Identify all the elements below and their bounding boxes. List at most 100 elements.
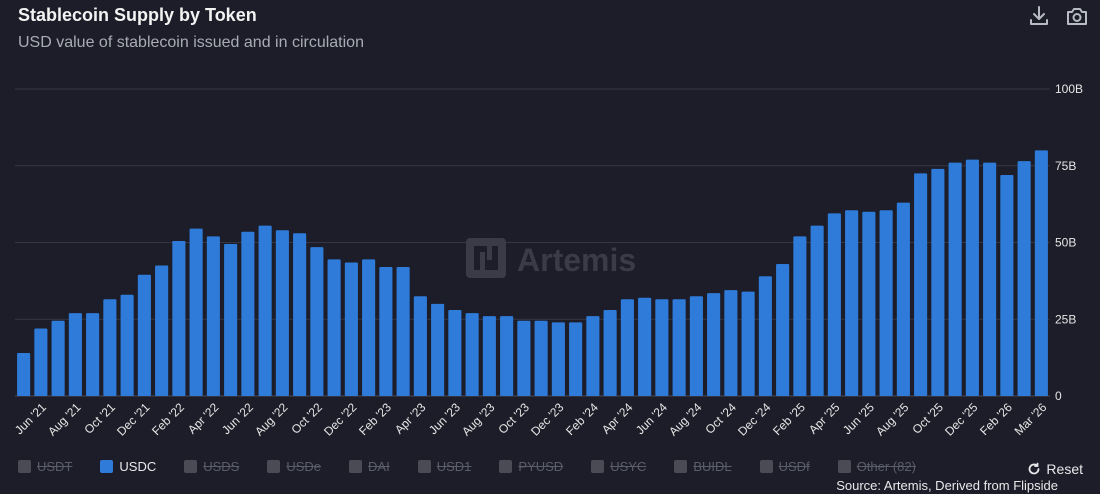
- bar[interactable]: [344, 262, 358, 396]
- legend-item-usyc[interactable]: USYC: [591, 459, 646, 474]
- x-tick-label: Feb '22: [149, 400, 187, 438]
- bar[interactable]: [327, 259, 341, 396]
- bar[interactable]: [793, 236, 807, 396]
- bar[interactable]: [638, 297, 652, 396]
- bar[interactable]: [776, 263, 790, 396]
- camera-icon[interactable]: [1065, 4, 1089, 28]
- x-tick-label: Feb '24: [563, 400, 601, 438]
- legend-item-buidl[interactable]: BUIDL: [674, 459, 732, 474]
- bar[interactable]: [241, 231, 255, 396]
- bar[interactable]: [137, 274, 151, 396]
- bar[interactable]: [983, 162, 997, 396]
- x-tick-label: Feb '26: [977, 400, 1015, 438]
- bar[interactable]: [103, 299, 117, 396]
- bar[interactable]: [845, 210, 859, 396]
- bar[interactable]: [258, 225, 272, 396]
- bar[interactable]: [224, 244, 238, 396]
- bar[interactable]: [500, 316, 514, 396]
- legend-swatch: [417, 460, 431, 473]
- bar[interactable]: [482, 316, 496, 396]
- bar[interactable]: [689, 296, 703, 396]
- bar[interactable]: [362, 259, 376, 396]
- reset-button[interactable]: Reset: [1027, 461, 1083, 477]
- bar[interactable]: [17, 353, 31, 396]
- bar[interactable]: [275, 230, 289, 396]
- x-tick-label: Feb '25: [770, 400, 808, 438]
- bar[interactable]: [465, 313, 479, 396]
- bar[interactable]: [672, 299, 686, 396]
- bar[interactable]: [379, 267, 393, 396]
- y-tick-label: 0: [1055, 389, 1062, 403]
- legend-swatch: [674, 460, 688, 473]
- bar[interactable]: [948, 162, 962, 396]
- bar[interactable]: [293, 233, 307, 396]
- bar[interactable]: [655, 299, 669, 396]
- bar[interactable]: [758, 276, 772, 396]
- bar[interactable]: [879, 210, 893, 396]
- watermark-text: Artemis: [517, 242, 636, 278]
- bar[interactable]: [172, 240, 186, 396]
- x-tick-label: Aug '23: [459, 400, 498, 439]
- bar[interactable]: [551, 322, 565, 396]
- legend-item-usd1[interactable]: USD1: [417, 459, 472, 474]
- x-tick-label: Jun '24: [633, 400, 670, 437]
- bar[interactable]: [189, 228, 203, 396]
- bar[interactable]: [896, 202, 910, 396]
- legend-item-usdc[interactable]: USDC: [100, 459, 156, 474]
- bar[interactable]: [724, 290, 738, 396]
- bar[interactable]: [586, 316, 600, 396]
- legend-swatch: [591, 460, 605, 473]
- legend-swatch: [759, 460, 773, 473]
- bar[interactable]: [517, 320, 531, 396]
- bar[interactable]: [310, 247, 324, 396]
- bar[interactable]: [413, 296, 427, 396]
- x-tick-label: Dec '23: [528, 400, 567, 439]
- y-tick-label: 50B: [1055, 236, 1076, 250]
- bar[interactable]: [741, 291, 755, 396]
- bar[interactable]: [931, 168, 945, 396]
- bar[interactable]: [120, 294, 134, 396]
- legend-label: PYUSD: [518, 459, 564, 474]
- bar[interactable]: [1034, 150, 1048, 396]
- bar[interactable]: [1017, 161, 1031, 396]
- legend-item-usde[interactable]: USDe: [267, 459, 321, 474]
- bar[interactable]: [965, 159, 979, 396]
- y-tick-label: 25B: [1055, 312, 1076, 326]
- bar[interactable]: [862, 211, 876, 396]
- bar[interactable]: [1000, 174, 1014, 396]
- legend: USDT USDC USDS USDe DAI USD1 PYUSD USYC BUIDL USD…: [18, 459, 916, 474]
- bar[interactable]: [534, 320, 548, 396]
- bar[interactable]: [34, 328, 48, 396]
- legend-item-other-82[interactable]: Other (82): [837, 459, 916, 474]
- bar[interactable]: [68, 313, 82, 396]
- bar[interactable]: [206, 236, 220, 396]
- legend-item-pyusd[interactable]: PYUSD: [499, 459, 563, 474]
- artemis-watermark: Artemis: [466, 238, 636, 278]
- bar[interactable]: [569, 322, 583, 396]
- bar[interactable]: [396, 267, 410, 396]
- download-icon[interactable]: [1027, 4, 1051, 28]
- legend-item-usdf[interactable]: USDf: [759, 459, 810, 474]
- legend-item-dai[interactable]: DAI: [349, 459, 390, 474]
- bar[interactable]: [86, 313, 100, 396]
- legend-label: USYC: [610, 459, 647, 474]
- bar[interactable]: [431, 303, 445, 396]
- x-tick-label: Aug '21: [45, 400, 84, 439]
- legend-item-usds[interactable]: USDS: [184, 459, 239, 474]
- bar[interactable]: [707, 293, 721, 396]
- legend-swatch: [18, 460, 31, 473]
- bar[interactable]: [914, 173, 928, 396]
- legend-label: USD1: [436, 459, 472, 474]
- bar[interactable]: [827, 213, 841, 396]
- legend-item-usdt[interactable]: USDT: [18, 459, 72, 474]
- bar[interactable]: [448, 310, 462, 396]
- bar[interactable]: [620, 299, 634, 396]
- bar[interactable]: [603, 310, 617, 396]
- bar[interactable]: [155, 265, 169, 396]
- x-tick-label: Jun '25: [840, 400, 877, 437]
- x-tick-label: Jun '23: [426, 400, 463, 437]
- legend-label: USDe: [286, 459, 322, 474]
- bar[interactable]: [51, 320, 65, 396]
- bar[interactable]: [810, 225, 824, 396]
- x-tick-label: Oct '25: [909, 400, 946, 437]
